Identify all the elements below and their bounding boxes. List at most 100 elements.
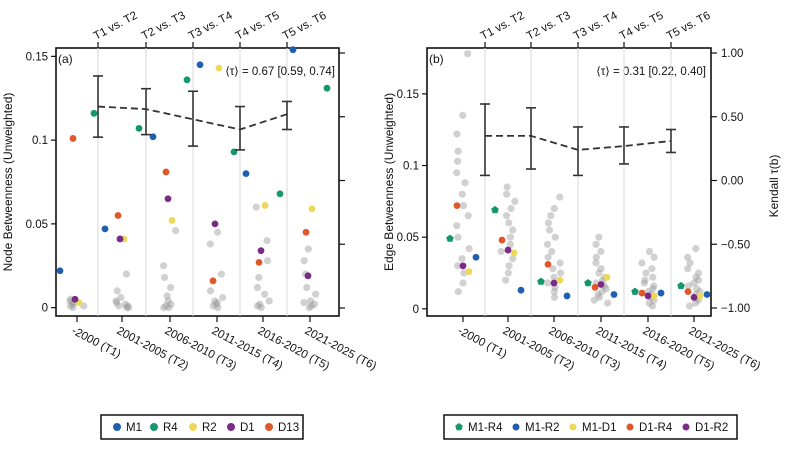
b-point-m1-r4: [446, 234, 454, 242]
b-background-point: [548, 247, 556, 256]
panel-a-label: (a): [58, 52, 73, 66]
b-background-point: [547, 212, 555, 220]
b-background-point: [597, 265, 605, 273]
b-point-d1-r4: [684, 288, 692, 296]
legend-b-marker-d1-r2: [682, 423, 690, 431]
b-background-point: [592, 259, 600, 267]
a-background-point: [162, 302, 170, 310]
a-background-point: [257, 304, 265, 312]
a-background-point: [307, 302, 315, 310]
b-background-point: [459, 202, 468, 210]
legend-a: M1 R4 R2 D1 D13: [100, 414, 304, 440]
legend-a-label-d1: D1: [240, 422, 255, 434]
b-ytick-label-2: 0.05: [397, 232, 419, 244]
panel-b-label: (b): [429, 52, 444, 66]
a-background-point: [212, 300, 220, 308]
b-background-point: [503, 183, 511, 191]
b-background-point: [595, 233, 603, 241]
b-background-point: [464, 50, 472, 58]
legend-b-marker-d1-r4: [626, 423, 634, 431]
b-background-point: [458, 255, 466, 263]
b-background-point: [497, 247, 505, 256]
a-point-r2: [168, 217, 176, 224]
a-background-point: [252, 203, 260, 211]
a-background-point: [213, 299, 221, 307]
b-top-label-5: T5 vs. T6: [665, 10, 713, 43]
b-background-point: [684, 265, 692, 273]
b-background-point: [543, 240, 552, 248]
a-background-point: [121, 300, 129, 308]
legend-a-label-d13: D13: [278, 422, 299, 434]
panel-b-right-ylabel: Kendall τ(b): [767, 155, 781, 218]
panel-a: (a) ⟨τ⟩ = 0.67 [0.59, 0.74] Node Between…: [1, 9, 378, 373]
b-background-point: [453, 157, 462, 165]
b-background-point: [638, 259, 646, 267]
a-point-d13: [69, 135, 77, 142]
a-point-r4: [276, 190, 284, 198]
legend-a-box: [100, 414, 304, 440]
b-background-point: [505, 262, 513, 270]
b-background-point: [453, 130, 461, 138]
b-background-point: [506, 240, 515, 248]
b-background-point: [649, 273, 657, 281]
b-background-point: [556, 193, 564, 201]
a-background-point: [122, 304, 131, 312]
b-ytick-label-4: 0.15: [397, 89, 419, 101]
b-point-d1-r4: [498, 236, 506, 244]
b-background-point: [545, 226, 554, 234]
a-background-point: [125, 304, 133, 312]
b-background-point: [693, 285, 701, 293]
b-background-point: [645, 247, 654, 256]
a-point-d13: [114, 212, 122, 219]
a-top-label-2: T2 vs. T3: [140, 10, 188, 43]
a-background-point: [159, 262, 168, 270]
b-point-m1-r4: [491, 205, 499, 214]
b-background-point: [590, 296, 598, 304]
a-point-d1: [116, 235, 124, 243]
a-background-point: [300, 257, 308, 265]
b-point-m1-r2: [657, 289, 665, 297]
a-background-point: [167, 300, 175, 308]
a-background-point: [163, 292, 171, 300]
a-background-point: [217, 270, 225, 278]
a-background-point: [306, 297, 315, 305]
legend-a-label-m1: M1: [126, 422, 142, 434]
a-point-d1: [304, 272, 312, 280]
b-background-point: [595, 269, 603, 277]
legend-b: M1-R4 M1-R2 M1-D1 D1-R4 D1-R2: [443, 414, 738, 440]
b-background-point: [598, 288, 606, 296]
panel-a-frame: [55, 47, 340, 317]
b-point-m1-r4: [584, 279, 592, 287]
a-background-point: [253, 283, 262, 292]
a-background-point: [209, 302, 217, 310]
b-tau-line: [485, 134, 672, 151]
b-point-m1-r2: [517, 286, 525, 294]
b-ytick-label-1: 0: [413, 304, 419, 316]
a-ytick-label-3: 0.1: [32, 135, 48, 147]
legend-a-marker-d13: [265, 423, 273, 431]
a-background-point: [263, 237, 271, 245]
a-point-d1: [211, 220, 219, 228]
b-right-tick-label-5: 1.00: [721, 48, 743, 60]
b-background-point: [604, 299, 612, 307]
b-background-point: [648, 265, 656, 273]
a-background-point: [312, 290, 320, 298]
b-background-point: [454, 262, 462, 270]
b-background-point: [597, 247, 605, 256]
a-point-r2: [215, 64, 223, 72]
a-background-point: [160, 273, 169, 282]
b-background-point: [453, 169, 461, 177]
b-background-point: [502, 212, 511, 220]
b-point-m1-d1: [510, 249, 518, 257]
b-point-m1-d1: [556, 276, 564, 284]
b-background-point: [550, 204, 558, 213]
legend-a-label-r4: R4: [163, 422, 178, 434]
legend-a-marker-r2: [189, 423, 197, 431]
b-background-point: [557, 269, 565, 277]
b-category-label-1: -2000 (T1): [456, 325, 509, 361]
a-background-point: [112, 297, 120, 305]
b-background-point: [459, 279, 467, 287]
b-background-point: [642, 269, 650, 277]
